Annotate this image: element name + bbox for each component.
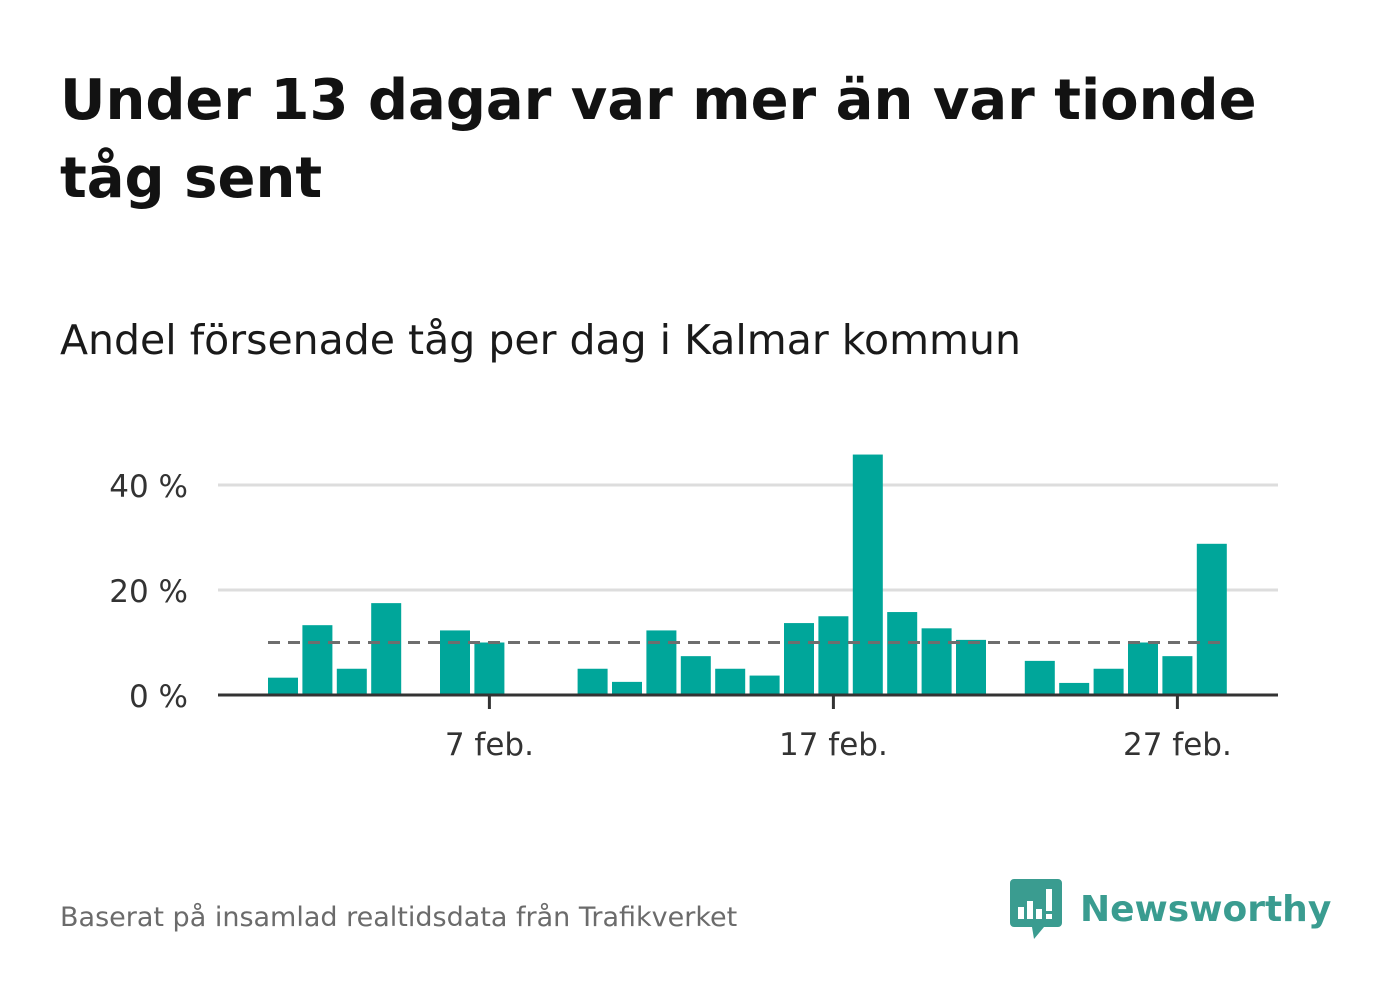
bar: [852, 454, 883, 695]
bar: [749, 675, 780, 695]
x-tick-label: 7 feb.: [445, 727, 534, 763]
y-tick-label: 0 %: [129, 679, 188, 715]
bar: [1162, 656, 1193, 695]
bar: [612, 681, 642, 695]
chart-title: Under 13 dagar var mer än var tionde tåg…: [60, 68, 1257, 211]
bar: [646, 630, 677, 695]
bar: [1024, 660, 1055, 695]
bar-chart: 0 % 20 % 40 % 7 feb. 17 feb. 27 feb.: [109, 454, 1278, 763]
bars: [268, 454, 1227, 695]
bar: [1196, 543, 1227, 695]
bar: [818, 616, 849, 695]
bar: [577, 668, 608, 695]
brand-name: Newsworthy: [1080, 888, 1332, 930]
bar: [680, 656, 711, 695]
bar: [336, 668, 367, 695]
newsworthy-logo-icon: [1010, 879, 1062, 939]
bar: [784, 623, 814, 695]
brand-logo: Newsworthy: [1010, 878, 1331, 940]
bar: [1093, 668, 1124, 695]
bar: [474, 642, 505, 695]
bar: [268, 677, 298, 695]
bar: [1128, 642, 1158, 695]
x-tick-label: 17 feb.: [779, 727, 888, 763]
source-note: Baserat på insamlad realtidsdata från Tr…: [60, 902, 738, 933]
chart-subtitle: Andel försenade tåg per dag i Kalmar kom…: [60, 316, 1021, 364]
bar: [440, 630, 470, 695]
bar: [956, 639, 986, 695]
bar: [921, 628, 952, 695]
x-tick-label: 27 feb.: [1123, 727, 1232, 763]
axes: 0 % 20 % 40 % 7 feb. 17 feb. 27 feb.: [109, 469, 1278, 763]
bar: [1059, 682, 1090, 695]
y-tick-label: 40 %: [109, 469, 188, 505]
y-tick-label: 20 %: [109, 574, 188, 610]
bar: [371, 603, 402, 695]
bar: [715, 668, 746, 695]
bar: [887, 612, 918, 695]
bar: [302, 625, 333, 695]
gridlines: [218, 483, 1278, 592]
